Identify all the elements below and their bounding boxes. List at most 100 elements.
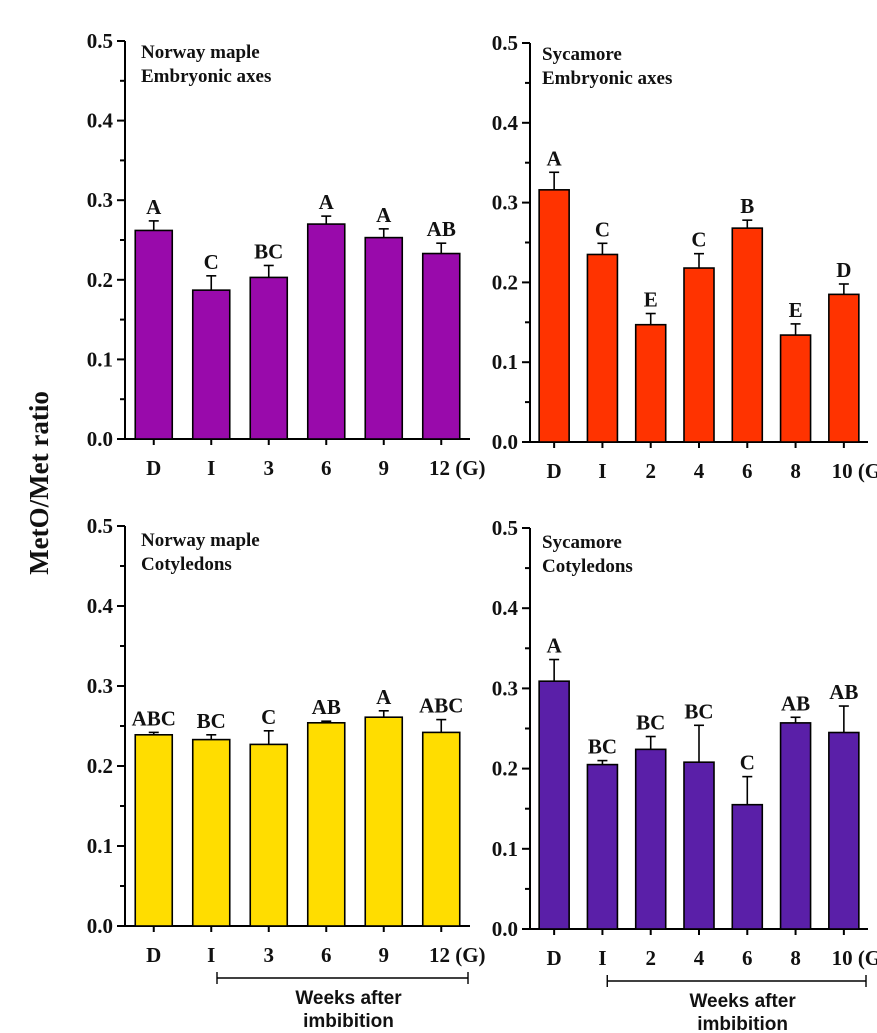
significance-label: C bbox=[261, 705, 276, 729]
x-tick-label: D bbox=[146, 943, 161, 967]
x-tick-label: D bbox=[146, 456, 161, 480]
bar bbox=[364, 716, 404, 927]
significance-label: BC bbox=[254, 239, 283, 263]
y-tick-label: 0.1 bbox=[87, 834, 113, 858]
y-tick-label: 0.4 bbox=[87, 109, 114, 133]
y-tick-label: 0.0 bbox=[87, 914, 113, 938]
x-tick-label: 3 bbox=[264, 456, 275, 480]
bar bbox=[779, 722, 812, 930]
x-tick-label: I bbox=[598, 946, 606, 970]
y-tick-label: 0.4 bbox=[87, 594, 114, 618]
bar bbox=[364, 236, 404, 440]
bar bbox=[191, 738, 231, 927]
y-tick-label: 0.4 bbox=[492, 111, 519, 135]
panel-4: 0.0 0.1 0.2 0.3 0.4 0.5 Sycamore Cotyledons A D BC… bbox=[492, 516, 877, 1033]
y-tick-label: 0.2 bbox=[492, 270, 518, 294]
bar bbox=[134, 733, 174, 927]
significance-label: B bbox=[740, 194, 754, 218]
significance-label: C bbox=[204, 250, 219, 274]
bar bbox=[683, 267, 715, 443]
y-tick-label: 0.5 bbox=[492, 516, 518, 540]
weeks-label-line2: imbibition bbox=[697, 1014, 788, 1033]
x-tick-label: 2 bbox=[645, 946, 656, 970]
significance-label: C bbox=[595, 217, 610, 241]
panel-title-line1: Norway maple bbox=[141, 530, 260, 551]
panel-2: 0.0 0.1 0.2 0.3 0.4 0.5 Sycamore Embryonic axes… bbox=[492, 31, 877, 483]
bar bbox=[538, 680, 570, 930]
x-tick-label: 12 (G) bbox=[429, 456, 486, 480]
significance-label: A bbox=[146, 195, 162, 219]
bar bbox=[421, 731, 461, 927]
panel-title-line2: Cotyledons bbox=[542, 556, 633, 577]
significance-label: E bbox=[644, 288, 658, 312]
significance-label: E bbox=[789, 298, 803, 322]
significance-label: A bbox=[547, 146, 563, 170]
significance-label: ABC bbox=[132, 706, 176, 730]
x-tick-label: 8 bbox=[790, 459, 801, 483]
y-tick-label: 0.0 bbox=[87, 427, 113, 451]
x-tick-label: I bbox=[207, 456, 215, 480]
x-tick-label: 9 bbox=[379, 456, 390, 480]
panel-title-line1: Sycamore bbox=[542, 44, 622, 65]
significance-label: AB bbox=[312, 695, 341, 719]
x-tick-label: 12 (G) bbox=[429, 943, 486, 967]
bar bbox=[828, 731, 860, 930]
significance-label: BC bbox=[197, 709, 226, 733]
panel-3: 0.0 0.1 0.2 0.3 0.4 0.5 Norway maple Cotyledons… bbox=[87, 514, 486, 1032]
significance-label: A bbox=[376, 685, 392, 709]
x-tick-label: 6 bbox=[321, 943, 332, 967]
x-tick-label: 4 bbox=[694, 459, 705, 483]
weeks-label-line2: imbibition bbox=[303, 1011, 394, 1032]
x-tick-label: I bbox=[598, 459, 606, 483]
significance-label: ABC bbox=[419, 694, 463, 718]
significance-label: D bbox=[836, 258, 851, 282]
significance-label: BC bbox=[588, 735, 617, 759]
bar bbox=[306, 223, 346, 440]
x-tick-label: 2 bbox=[645, 459, 656, 483]
y-tick-label: 0.3 bbox=[492, 676, 518, 700]
bar bbox=[306, 721, 346, 927]
weeks-label-line1: Weeks after bbox=[689, 991, 796, 1012]
y-tick-label: 0.3 bbox=[87, 674, 113, 698]
x-tick-label: 10 (G) bbox=[832, 459, 877, 483]
panel-title-line2: Embryonic axes bbox=[542, 68, 672, 89]
y-tick-label: 0.5 bbox=[87, 514, 113, 538]
significance-label: A bbox=[547, 634, 563, 658]
y-tick-label: 0.5 bbox=[492, 31, 518, 55]
significance-label: AB bbox=[829, 680, 858, 704]
panel-1: 0.0 0.1 0.2 0.3 0.4 0.5 Norway maple Embryonic … bbox=[87, 29, 486, 480]
y-tick-label: 0.0 bbox=[492, 430, 518, 454]
significance-label: A bbox=[376, 203, 392, 227]
y-tick-label: 0.3 bbox=[492, 191, 518, 215]
bar bbox=[634, 323, 667, 443]
x-tick-label: 3 bbox=[264, 943, 275, 967]
y-tick-label: 0.5 bbox=[87, 29, 113, 53]
panel-title-line1: Norway maple bbox=[141, 42, 260, 63]
x-tick-label: D bbox=[547, 946, 562, 970]
y-tick-label: 0.2 bbox=[492, 757, 518, 781]
x-tick-label: 8 bbox=[790, 946, 801, 970]
significance-label: AB bbox=[781, 691, 810, 715]
panel-title-line1: Sycamore bbox=[542, 532, 622, 553]
significance-label: C bbox=[740, 751, 755, 775]
y-tick-label: 0.2 bbox=[87, 268, 113, 292]
bar bbox=[828, 293, 860, 443]
x-tick-label: 6 bbox=[321, 456, 332, 480]
weeks-label-line1: Weeks after bbox=[295, 988, 402, 1009]
significance-label: C bbox=[691, 228, 706, 252]
y-tick-label: 0.2 bbox=[87, 754, 113, 778]
bar bbox=[683, 761, 715, 930]
bar bbox=[191, 289, 231, 440]
bar bbox=[634, 748, 667, 930]
panel-title-line2: Embryonic axes bbox=[141, 66, 271, 87]
y-tick-label: 0.1 bbox=[87, 347, 113, 371]
significance-label: AB bbox=[427, 217, 456, 241]
significance-label: BC bbox=[636, 711, 665, 735]
bar bbox=[731, 803, 764, 930]
bar bbox=[538, 189, 570, 443]
x-tick-label: 6 bbox=[742, 459, 753, 483]
x-tick-label: 4 bbox=[694, 946, 705, 970]
y-tick-label: 0.4 bbox=[492, 596, 519, 620]
x-tick-label: 9 bbox=[379, 943, 390, 967]
